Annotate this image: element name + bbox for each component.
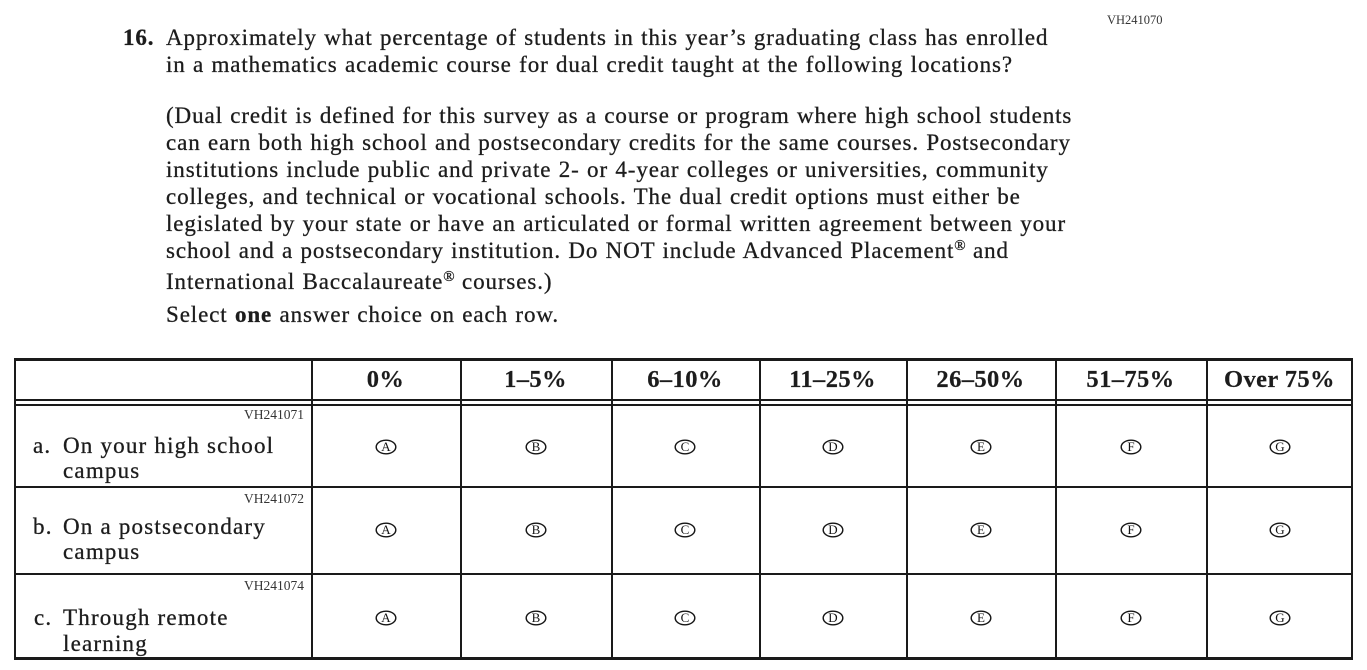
svg-text:E: E [977, 610, 985, 625]
svg-text:D: D [828, 439, 837, 454]
svg-text:B: B [531, 522, 540, 537]
svg-text:D: D [828, 610, 837, 625]
svg-text:D: D [828, 522, 837, 537]
svg-text:A: A [381, 522, 391, 537]
svg-text:F: F [1127, 522, 1134, 537]
svg-text:G: G [1275, 610, 1284, 625]
svg-text:C: C [681, 439, 690, 454]
svg-text:F: F [1127, 610, 1134, 625]
svg-text:B: B [531, 610, 540, 625]
svg-text:A: A [381, 610, 391, 625]
svg-text:F: F [1127, 439, 1134, 454]
svg-text:C: C [681, 610, 690, 625]
svg-text:E: E [977, 522, 985, 537]
svg-text:B: B [531, 439, 540, 454]
svg-text:G: G [1275, 522, 1284, 537]
svg-text:A: A [381, 439, 391, 454]
svg-text:C: C [681, 522, 690, 537]
svg-text:G: G [1275, 439, 1284, 454]
svg-text:E: E [977, 439, 985, 454]
